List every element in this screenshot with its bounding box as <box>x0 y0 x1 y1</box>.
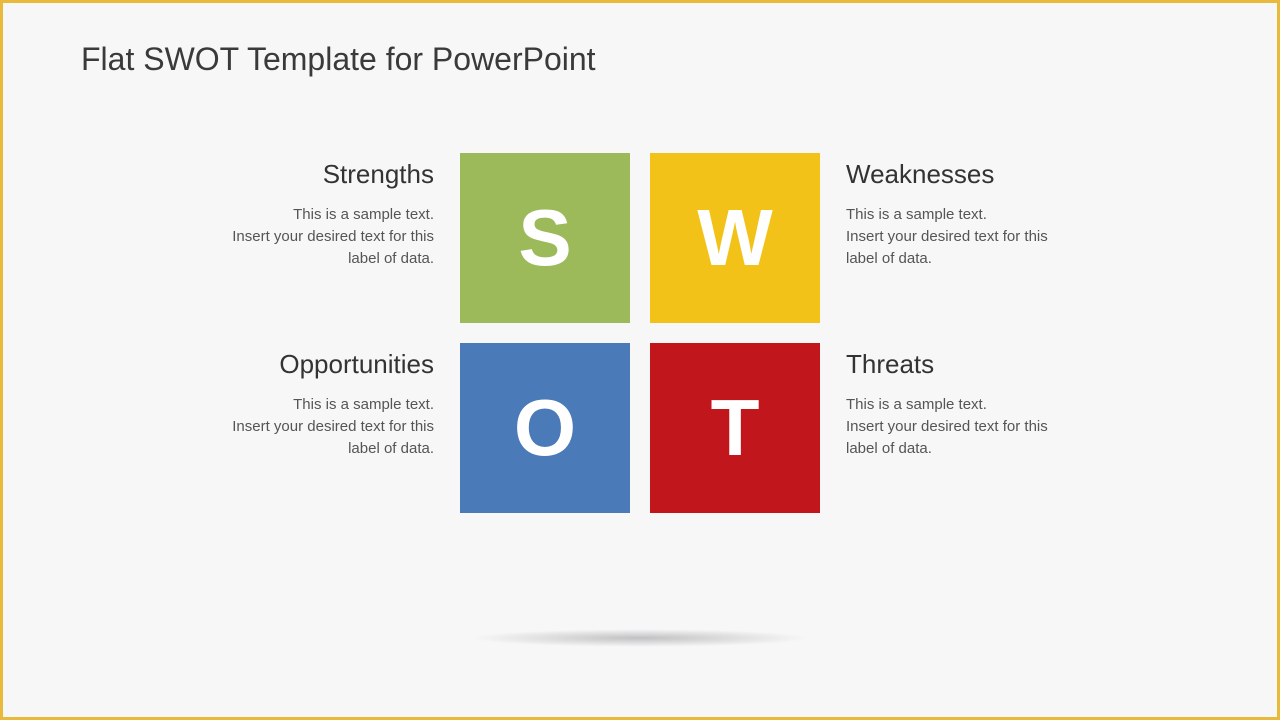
tile-letter-s: S <box>518 192 571 284</box>
tile-threats: T <box>650 343 820 513</box>
threats-textblock: Threats This is a sample text. Insert yo… <box>840 343 1120 459</box>
strengths-desc: This is a sample text. Insert your desir… <box>160 204 434 269</box>
opportunities-desc: This is a sample text. Insert your desir… <box>160 394 434 459</box>
weaknesses-heading: Weaknesses <box>846 159 1120 190</box>
opportunities-heading: Opportunities <box>160 349 434 380</box>
tile-letter-w: W <box>697 192 773 284</box>
strengths-heading: Strengths <box>160 159 434 190</box>
threats-heading: Threats <box>846 349 1120 380</box>
slide-title: Flat SWOT Template for PowerPoint <box>81 41 596 78</box>
swot-grid: Strengths This is a sample text. Insert … <box>160 153 1120 513</box>
tile-letter-o: O <box>514 382 576 474</box>
weaknesses-desc: This is a sample text. Insert your desir… <box>846 204 1120 269</box>
tile-weaknesses: W <box>650 153 820 323</box>
drop-shadow <box>470 629 810 647</box>
opportunities-textblock: Opportunities This is a sample text. Ins… <box>160 343 440 459</box>
strengths-textblock: Strengths This is a sample text. Insert … <box>160 153 440 269</box>
tile-opportunities: O <box>460 343 630 513</box>
tile-strengths: S <box>460 153 630 323</box>
weaknesses-textblock: Weaknesses This is a sample text. Insert… <box>840 153 1120 269</box>
threats-desc: This is a sample text. Insert your desir… <box>846 394 1120 459</box>
tile-letter-t: T <box>711 382 760 474</box>
